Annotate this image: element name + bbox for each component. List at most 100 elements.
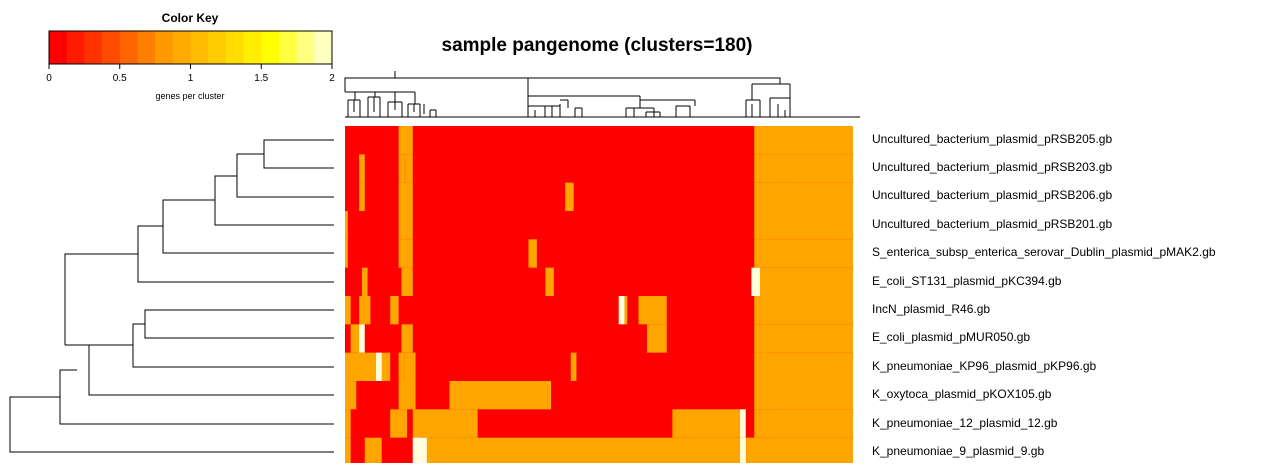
heatmap-cell — [415, 437, 430, 467]
heatmap-cell — [401, 267, 413, 297]
heatmap-cell — [398, 381, 410, 410]
heatmap-cell — [398, 182, 413, 212]
heatmap-cell — [412, 437, 419, 467]
heatmap-cell — [776, 381, 786, 410]
heatmap-cell — [361, 267, 368, 297]
heatmap-cell — [618, 296, 625, 325]
column-dendrogram — [344, 71, 860, 118]
heatmap-cell — [345, 239, 348, 268]
row-label: K_pneumoniae_12_plasmid_12.gb — [872, 416, 1058, 430]
color-key-label: genes per cluster — [155, 91, 224, 101]
heatmap-cell — [345, 352, 391, 382]
heatmap-cell — [376, 352, 382, 382]
row-label: K_pneumoniae_9_plasmid_9.gb — [872, 444, 1044, 458]
heatmap-cell — [359, 182, 365, 212]
heatmap-cell — [528, 239, 537, 268]
color-key-cell — [243, 31, 262, 64]
heatmap-cell — [754, 182, 853, 212]
heatmap-cell — [359, 352, 365, 382]
color-key-bar — [49, 31, 333, 64]
heatmap-cell — [390, 296, 399, 325]
heatmap-cell — [426, 437, 758, 467]
heatmap-cell — [412, 409, 478, 438]
heatmap-cell — [449, 381, 552, 410]
row-label: K_pneumoniae_KP96_plasmid_pKP96.gb — [872, 359, 1096, 373]
heatmap-cell — [754, 352, 853, 382]
heatmap-body — [345, 126, 853, 467]
color-key-tick-label: 0.5 — [113, 73, 127, 84]
heatmap-cell — [754, 239, 853, 268]
row-label: E_coli_plasmid_pMUR050.gb — [872, 330, 1030, 344]
heatmap-cell — [638, 296, 667, 325]
heatmap-cell — [398, 211, 413, 240]
color-key-cell — [119, 31, 138, 64]
heatmap-cell — [740, 437, 746, 467]
color-key-tick-label: 1 — [188, 73, 194, 84]
heatmap-cell — [754, 211, 853, 240]
color-key-title: Color Key — [162, 11, 219, 25]
heatmap-cell — [565, 182, 574, 212]
heatmap-cell — [779, 182, 786, 212]
color-key-cell — [102, 31, 121, 64]
heatmap-cell — [359, 324, 365, 353]
row-labels: Uncultured_bacterium_plasmid_pRSB205.gb … — [872, 132, 1216, 458]
heatmap-cell — [819, 324, 825, 353]
color-key-cell — [84, 31, 103, 64]
heatmap-cell — [398, 126, 413, 155]
heatmap-cell — [751, 267, 760, 297]
color-key-cell — [190, 31, 209, 64]
color-key-cell — [261, 31, 280, 64]
color-key-cell — [225, 31, 245, 64]
color-key-cell — [137, 31, 156, 64]
chart-title: sample pangenome (clusters=180) — [442, 35, 753, 56]
heatmap-cell — [359, 296, 371, 325]
color-key-cell — [155, 31, 174, 64]
row-dendrogram — [9, 139, 334, 453]
heatmap-cell — [754, 324, 853, 353]
heatmap-cell — [345, 211, 348, 240]
heatmap-cell — [345, 296, 351, 325]
heatmap-cell — [390, 409, 408, 438]
heatmap-cell — [672, 409, 743, 438]
heatmap-cell — [765, 381, 777, 410]
color-key-tick-label: 0 — [46, 73, 52, 84]
color-key-tick-label: 1.5 — [254, 73, 268, 84]
heatmap-cell — [398, 154, 413, 183]
heatmap-cell — [407, 381, 416, 410]
color-key-cell — [296, 31, 315, 64]
row-label: E_coli_ST131_plasmid_pKC394.gb — [872, 274, 1062, 288]
heatmap-cell — [401, 154, 405, 183]
heatmap-cell — [740, 409, 746, 438]
heatmap-cell — [401, 324, 413, 353]
row-label: Uncultured_bacterium_plasmid_pRSB205.gb — [872, 132, 1112, 146]
heatmap-cell — [364, 437, 382, 467]
row-label: K_oxytoca_plasmid_pKOX105.gb — [872, 387, 1052, 401]
heatmap-cell — [757, 239, 766, 268]
row-label: S_enterica_subsp_enterica_serovar_Dublin… — [872, 245, 1216, 259]
heatmap-cell — [359, 154, 365, 183]
heatmap-cell — [754, 267, 853, 297]
heatmap-cell — [765, 409, 774, 438]
color-key-cell — [314, 31, 333, 64]
heatmap-cell — [345, 409, 351, 438]
color-key-cell — [49, 31, 68, 64]
heatmap-cell — [570, 352, 577, 382]
row-label: IncN_plasmid_R46.gb — [872, 302, 990, 316]
heatmap-cell — [754, 296, 853, 325]
heatmap-cell — [398, 239, 413, 268]
heatmap-cell — [398, 352, 405, 382]
color-key-axis: 0 0.5 1 1.5 2 — [46, 64, 335, 84]
row-label: Uncultured_bacterium_plasmid_pRSB203.gb — [872, 160, 1112, 174]
heatmap-cell — [646, 324, 667, 353]
heatmap-cell — [819, 211, 825, 240]
heatmap-cell — [754, 126, 853, 155]
heatmap-cell — [754, 154, 853, 183]
color-key-cell — [66, 31, 85, 64]
row-label: Uncultured_bacterium_plasmid_pRSB201.gb — [872, 217, 1112, 231]
row-label: Uncultured_bacterium_plasmid_pRSB206.gb — [872, 188, 1112, 202]
color-key-tick-label: 2 — [329, 73, 335, 84]
heatmap-cell — [404, 352, 416, 382]
heatmap-cell — [545, 267, 554, 297]
heatmap-cell — [350, 324, 362, 353]
